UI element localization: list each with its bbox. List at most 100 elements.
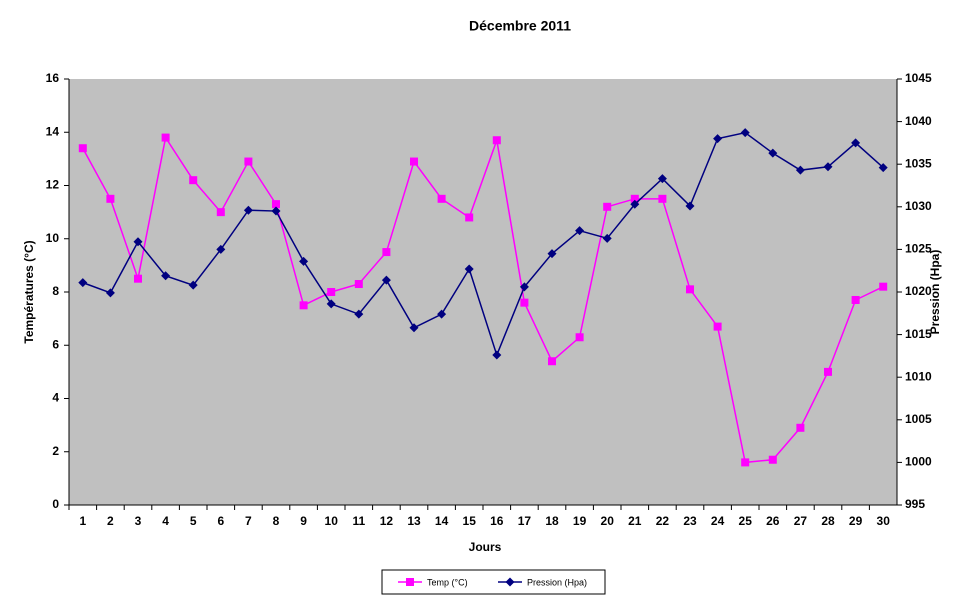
y-tick-label: 6: [52, 337, 59, 351]
marker: [354, 309, 364, 319]
marker: [271, 206, 281, 216]
x-tick-label: 28: [821, 514, 835, 528]
marker: [505, 577, 515, 587]
x-tick-label: 27: [794, 514, 808, 528]
x-tick-label: 6: [217, 514, 224, 528]
y2-tick-label: 1025: [905, 242, 932, 256]
marker: [409, 323, 419, 333]
x-tick-label: 13: [407, 514, 421, 528]
x-tick-label: 9: [300, 514, 307, 528]
x-tick-label: 21: [628, 514, 642, 528]
marker: [406, 578, 414, 586]
marker: [216, 208, 225, 217]
marker: [410, 157, 418, 166]
marker: [244, 157, 253, 166]
marker: [326, 299, 336, 309]
y-tick-label: 14: [46, 124, 60, 138]
marker: [465, 213, 474, 222]
marker: [382, 248, 391, 257]
chart-title: Décembre 2011: [469, 18, 571, 34]
marker: [106, 194, 115, 203]
legend: Temp (°C) Pression (Hpa): [381, 569, 606, 595]
marker: [851, 295, 860, 304]
marker: [519, 282, 529, 292]
y2-tick-label: 1015: [905, 327, 932, 341]
x-tick-label: 16: [490, 514, 504, 528]
marker: [437, 309, 447, 319]
marker: [464, 264, 474, 274]
x-tick-label: 10: [325, 514, 339, 528]
legend-label: Pression (Hpa): [527, 577, 587, 587]
y-tick-label: 2: [52, 444, 59, 458]
series: [78, 128, 888, 360]
y-tick-label: 0: [52, 497, 59, 511]
x-axis-title: Jours: [469, 540, 502, 554]
marker: [437, 194, 446, 203]
x-tick-label: 25: [739, 514, 753, 528]
y-tick-label: 8: [52, 284, 59, 298]
marker: [685, 201, 695, 211]
series: [78, 133, 888, 467]
y-tick-label: 4: [52, 391, 59, 405]
y2-tick-label: 1035: [905, 156, 932, 170]
marker: [299, 256, 309, 266]
y-tick-label: 10: [46, 231, 60, 245]
y2-axis-title: Pression (Hpa): [928, 250, 942, 335]
x-tick-label: 8: [273, 514, 280, 528]
y2-tick-label: 1040: [905, 114, 932, 128]
marker: [713, 134, 723, 144]
x-tick-label: 26: [766, 514, 780, 528]
marker: [327, 288, 336, 296]
y2-tick-label: 1000: [905, 455, 932, 469]
marker: [603, 202, 612, 211]
marker: [575, 333, 584, 342]
marker: [78, 278, 88, 288]
marker: [243, 205, 253, 215]
y2-tick-label: 1005: [905, 412, 932, 426]
marker: [741, 458, 750, 467]
marker: [133, 237, 143, 247]
marker: [796, 423, 805, 432]
marker: [878, 163, 888, 173]
marker: [575, 226, 585, 236]
marker: [713, 322, 722, 331]
marker: [795, 165, 805, 175]
x-tick-label: 20: [601, 514, 615, 528]
x-tick-label: 23: [683, 514, 697, 528]
y2-tick-label: 1020: [905, 284, 932, 298]
marker: [272, 200, 280, 209]
marker: [657, 174, 667, 184]
x-tick-label: 18: [545, 514, 559, 528]
marker: [78, 144, 87, 153]
marker: [658, 194, 667, 203]
y2-tick-label: 1030: [905, 199, 932, 213]
x-tick-label: 30: [877, 514, 891, 528]
y-tick-label: 16: [46, 71, 60, 85]
y-axis-title: Températures (°C): [22, 240, 36, 343]
x-tick-label: 15: [463, 514, 477, 528]
x-tick-label: 14: [435, 514, 449, 528]
x-tick-label: 4: [162, 514, 169, 528]
marker: [630, 199, 640, 209]
x-tick-label: 22: [656, 514, 670, 528]
marker: [823, 162, 833, 172]
marker: [105, 288, 115, 298]
series-line: [82, 135, 884, 464]
x-tick-label: 11: [352, 514, 365, 528]
marker: [299, 301, 308, 310]
x-tick-label: 5: [190, 514, 197, 528]
x-tick-label: 3: [135, 514, 142, 528]
x-tick-label: 24: [711, 514, 725, 528]
marker: [548, 357, 556, 366]
marker: [216, 244, 226, 254]
marker: [686, 285, 694, 294]
x-tick-label: 29: [849, 514, 863, 528]
marker: [768, 455, 777, 464]
marker: [492, 350, 502, 360]
x-tick-label: 1: [79, 514, 86, 528]
marker: [161, 133, 170, 142]
x-tick-label: 7: [245, 514, 252, 528]
y2-tick-label: 995: [905, 497, 925, 511]
marker: [740, 128, 750, 138]
